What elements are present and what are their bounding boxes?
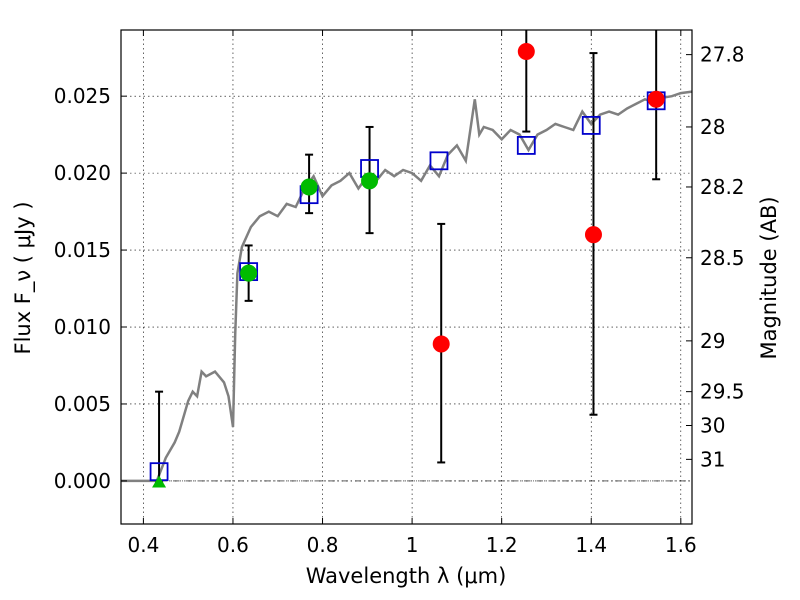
green-detection-point bbox=[300, 178, 318, 196]
model-spectrum bbox=[121, 90, 693, 483]
x-tick-label: 0.6 bbox=[217, 533, 249, 557]
axis-ticks bbox=[121, 30, 692, 524]
y-tick-labels: 0.000 0.005 0.010 0.015 0.020 0.025 bbox=[54, 84, 111, 493]
model-photometry-point bbox=[429, 151, 449, 171]
green-detection-point bbox=[240, 264, 258, 282]
red-detection-point bbox=[584, 226, 602, 244]
x-tick-label: 1.6 bbox=[665, 533, 697, 557]
y-tick-label: 0.010 bbox=[54, 315, 111, 339]
y-tick-label: 0.015 bbox=[54, 238, 111, 262]
magnitude-tick-label: 27.8 bbox=[700, 43, 745, 67]
model-photometry-point bbox=[516, 136, 536, 155]
magnitude-tick-label: 30 bbox=[700, 414, 725, 438]
red-detection-point bbox=[647, 90, 665, 108]
magnitude-tick-labels: 27.8 28 28.2 28.5 29 29.5 30 31 bbox=[700, 43, 745, 472]
x-tick-label: 1 bbox=[406, 533, 419, 557]
magnitude-tick-label: 31 bbox=[700, 447, 725, 471]
upper-limit-triangle bbox=[152, 475, 167, 488]
x-axis-title: Wavelength λ (μm) bbox=[306, 564, 507, 588]
green-detection-point bbox=[361, 172, 379, 190]
magnitude-tick-label: 28 bbox=[700, 115, 725, 139]
x-tick-labels: 0.4 0.6 0.8 1 1.2 1.4 1.6 bbox=[127, 533, 696, 557]
model-photometry-point bbox=[581, 116, 601, 135]
y-tick-label: 0.025 bbox=[54, 84, 111, 108]
y-tick-label: 0.020 bbox=[54, 161, 111, 185]
x-tick-label: 1.2 bbox=[486, 533, 518, 557]
magnitude-tick-label: 29.5 bbox=[700, 380, 745, 404]
red-detection-point bbox=[517, 43, 535, 61]
red-detection-point bbox=[432, 335, 450, 353]
x-tick-label: 0.8 bbox=[307, 533, 339, 557]
x-tick-label: 1.4 bbox=[575, 533, 607, 557]
grid-lines bbox=[121, 30, 692, 524]
magnitude-tick-label: 28.5 bbox=[700, 246, 745, 270]
plot-frame bbox=[120, 29, 693, 525]
y-tick-label: 0.000 bbox=[54, 469, 111, 493]
right-axis-title: Magnitude (AB) bbox=[757, 196, 781, 359]
y-tick-label: 0.005 bbox=[54, 392, 111, 416]
data-markers bbox=[149, 43, 666, 488]
y-axis-title: Flux F_ν ( μJy ) bbox=[11, 201, 36, 354]
magnitude-tick-label: 29 bbox=[700, 329, 725, 353]
magnitude-tick-label: 28.2 bbox=[700, 175, 745, 199]
model-spectrum-line bbox=[121, 90, 693, 483]
x-tick-label: 0.4 bbox=[127, 533, 159, 557]
